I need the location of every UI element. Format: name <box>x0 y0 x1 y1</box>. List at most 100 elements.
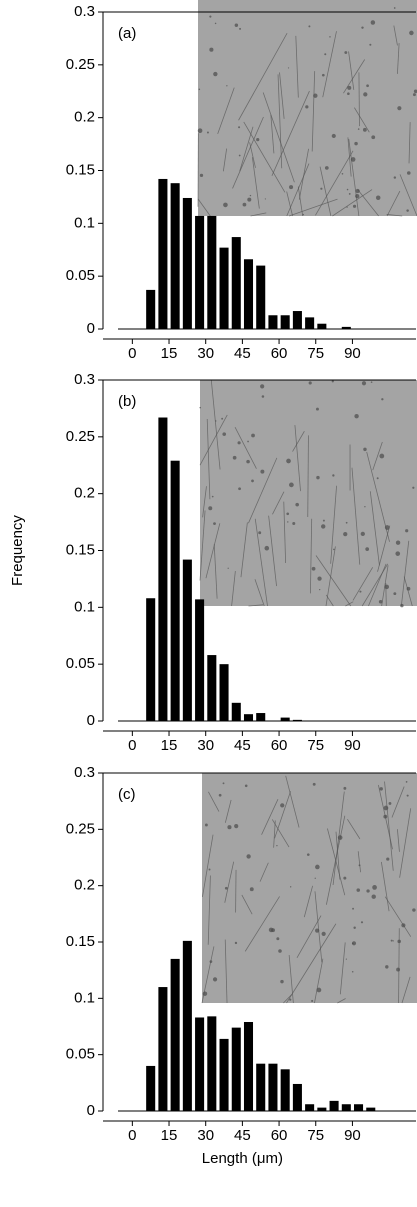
fiber <box>199 414 228 466</box>
fiber <box>303 885 314 918</box>
particle <box>261 395 265 398</box>
bar <box>207 655 217 721</box>
y-tick-label: 0 <box>87 320 95 337</box>
particle <box>364 506 366 508</box>
fiber <box>292 431 305 452</box>
particle <box>209 960 213 963</box>
particle <box>211 495 214 498</box>
x-tick-label: 90 <box>344 345 361 362</box>
particle <box>224 886 228 890</box>
particle <box>366 889 370 893</box>
particle <box>322 519 325 522</box>
particle <box>351 970 354 973</box>
fiber <box>274 791 291 839</box>
particle <box>406 586 411 591</box>
bar <box>268 315 278 329</box>
particle <box>371 135 376 140</box>
fiber <box>202 486 207 518</box>
bar <box>317 323 327 329</box>
particle <box>278 949 282 953</box>
bar <box>268 1063 278 1111</box>
particle <box>393 592 397 596</box>
particle <box>287 521 289 523</box>
particle <box>405 781 408 783</box>
particle <box>355 193 360 199</box>
particle <box>249 194 252 197</box>
particle <box>363 447 367 452</box>
particle <box>370 20 376 25</box>
fiber <box>238 32 288 121</box>
fiber <box>288 198 338 217</box>
particle <box>311 999 314 1003</box>
x-tick-label: 45 <box>234 737 251 754</box>
fiber <box>295 35 299 98</box>
fiber <box>391 786 405 818</box>
particle <box>413 89 417 94</box>
fiber <box>401 976 411 1004</box>
particle <box>306 853 310 856</box>
x-tick-label: 60 <box>271 1127 288 1144</box>
x-tick-label: 15 <box>161 1127 178 1144</box>
particle <box>251 479 254 483</box>
bar <box>305 1104 315 1111</box>
particle <box>319 588 321 591</box>
x-tick-label: 60 <box>271 737 288 754</box>
x-tick-label: 0 <box>128 345 136 362</box>
particle <box>280 979 284 984</box>
particle <box>401 923 406 928</box>
panel-label: (b) <box>118 393 136 410</box>
particle <box>223 202 228 208</box>
fiber <box>399 808 412 878</box>
particle <box>345 958 347 960</box>
bar <box>195 599 205 721</box>
bar <box>219 664 229 721</box>
fiber <box>244 896 280 952</box>
y-tick-label: 0.15 <box>66 161 95 178</box>
fiber <box>248 457 278 524</box>
bar <box>243 1021 254 1111</box>
particle <box>406 209 409 212</box>
particle <box>214 22 217 25</box>
particle <box>251 433 255 438</box>
particle <box>208 506 213 511</box>
bar <box>256 265 266 329</box>
particle <box>366 84 369 88</box>
y-tick-label: 0.05 <box>66 267 95 284</box>
fiber <box>234 426 257 469</box>
bar <box>207 1016 217 1111</box>
particle <box>234 824 239 829</box>
bar <box>146 1065 156 1111</box>
fiber <box>345 601 354 607</box>
particle <box>289 998 292 1001</box>
fiber <box>332 189 373 217</box>
particle <box>352 204 357 208</box>
y-tick-label: 0.2 <box>74 877 95 894</box>
particle <box>258 531 262 535</box>
fiber <box>386 190 401 217</box>
particle <box>331 380 334 383</box>
fiber <box>222 148 228 172</box>
fiber <box>231 571 236 607</box>
fiber <box>319 166 332 217</box>
fiber <box>250 212 267 217</box>
particle <box>227 567 229 569</box>
particle <box>312 782 316 786</box>
particle <box>357 128 360 130</box>
fiber <box>210 380 221 470</box>
particle <box>355 188 360 194</box>
particle <box>238 487 241 491</box>
particle <box>227 825 232 830</box>
x-tick-label: 0 <box>128 737 136 754</box>
fiber <box>205 523 221 579</box>
fiber <box>261 799 279 835</box>
particle <box>393 7 396 9</box>
x-tick-label: 30 <box>197 737 214 754</box>
particle <box>208 868 211 871</box>
particle <box>395 540 401 545</box>
y-tick-label: 0.2 <box>74 485 95 502</box>
x-tick-label: 90 <box>344 1127 361 1144</box>
fiber <box>285 775 300 828</box>
particle <box>346 206 348 208</box>
bar <box>366 1107 376 1111</box>
particle <box>202 991 208 996</box>
